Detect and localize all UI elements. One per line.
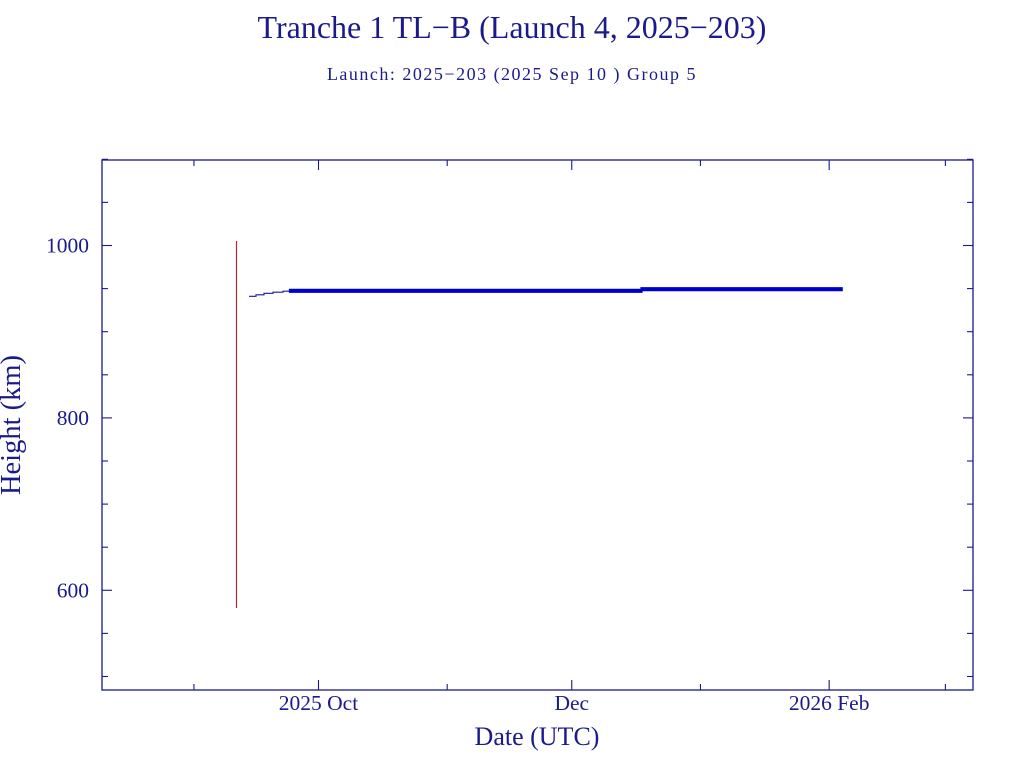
svg-text:2025 Oct: 2025 Oct [279, 691, 358, 715]
svg-text:600: 600 [57, 578, 89, 602]
svg-text:Dec: Dec [554, 691, 589, 715]
svg-text:Launch: 2025−203 (2025 Sep 10: Launch: 2025−203 (2025 Sep 10 ) Group 5 [327, 64, 697, 85]
svg-text:Height (km): Height (km) [0, 355, 27, 495]
svg-text:2026 Feb: 2026 Feb [789, 691, 870, 715]
svg-text:Date (UTC): Date (UTC) [475, 722, 600, 751]
svg-text:Tranche 1 TL−B (Launch 4, 2025: Tranche 1 TL−B (Launch 4, 2025−203) [258, 9, 767, 45]
svg-text:1000: 1000 [46, 234, 89, 258]
svg-text:800: 800 [57, 406, 89, 430]
